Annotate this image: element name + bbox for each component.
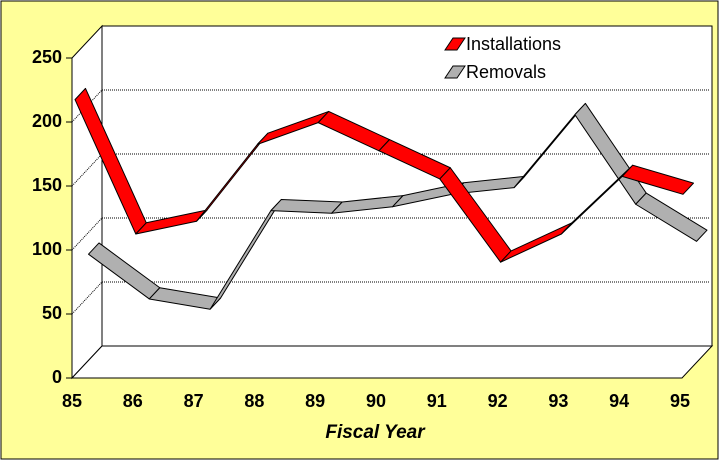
x-tick-label: 91 [427,391,447,411]
floor [70,345,714,379]
y-tick-label: 150 [32,175,62,195]
side-wall [71,24,103,380]
x-tick-label: 92 [488,391,508,411]
legend-swatch [444,65,466,79]
x-tick-label: 94 [609,391,629,411]
x-tick-label: 86 [123,391,143,411]
grid-line [71,89,103,123]
x-tick-label: 87 [184,391,204,411]
legend-label: Removals [466,62,546,82]
legend-swatch [444,37,466,51]
y-tick-label: 0 [52,367,62,387]
grid-line [71,153,103,187]
x-tick-label: 89 [305,391,325,411]
y-tick-label: 250 [32,47,62,67]
x-tick-label: 88 [244,391,264,411]
y-tick-label: 100 [32,239,62,259]
ribbon-segment [635,192,708,242]
legend-label: Installations [466,34,561,54]
x-tick-label: 93 [548,391,568,411]
x-axis-title: Fiscal Year [325,422,426,443]
grid-line [71,217,103,251]
ribbon-segment [270,198,343,214]
x-tick-label: 85 [62,391,82,411]
y-tick-label: 50 [42,303,62,323]
x-tick-label: 95 [670,391,690,411]
y-tick-label: 200 [32,111,62,131]
x-tick-label: 90 [366,391,386,411]
ribbon-segment [621,164,694,195]
grid-line [71,281,103,315]
